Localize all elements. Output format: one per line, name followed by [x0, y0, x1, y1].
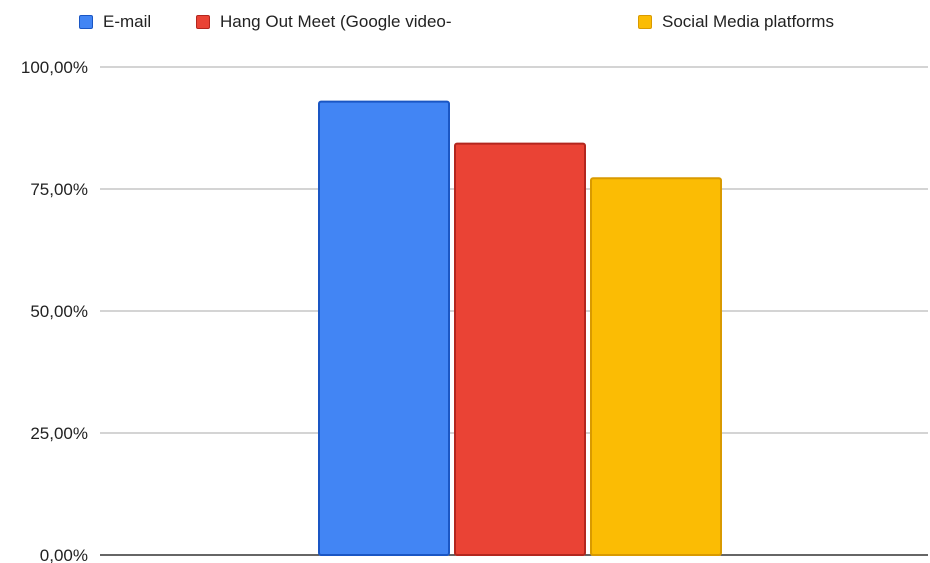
y-tick-label: 0,00% — [40, 546, 88, 563]
legend-swatch-email — [79, 15, 93, 29]
legend-item-social-media: Social Media platforms — [638, 12, 834, 32]
legend-label-hangout-meet: Hang Out Meet (Google video- — [220, 12, 452, 31]
legend-swatch-hangout-meet — [196, 15, 210, 29]
y-tick-label: 75,00% — [30, 180, 88, 199]
y-tick-label: 50,00% — [30, 302, 88, 321]
legend-label-social-media: Social Media platforms — [662, 12, 834, 31]
bar-e-mail — [318, 100, 450, 556]
bar-hang-out-meet-google-video — [454, 142, 586, 556]
legend-item-email: E-mail — [79, 12, 151, 32]
legend-label-email: E-mail — [103, 12, 152, 31]
legend-swatch-social-media — [638, 15, 652, 29]
legend-item-hangout-meet: Hang Out Meet (Google video- — [196, 12, 452, 32]
bar-social-media-platforms — [590, 177, 722, 556]
chart-legend: E-mail Hang Out Meet (Google video- Soci… — [0, 0, 930, 44]
y-tick-label: 100,00% — [21, 58, 88, 77]
y-tick-label: 25,00% — [30, 424, 88, 443]
